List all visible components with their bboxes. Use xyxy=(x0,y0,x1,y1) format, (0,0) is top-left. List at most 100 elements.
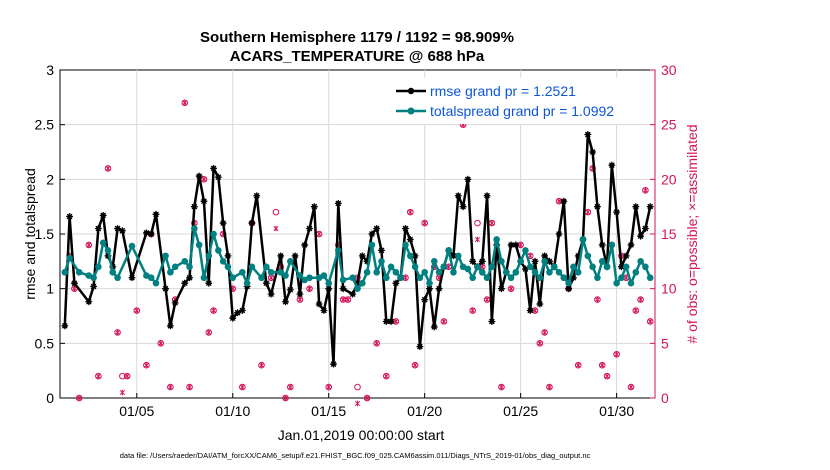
totalspread-point xyxy=(541,258,548,265)
chart-title-line2: ACARS_TEMPERATURE @ 688 hPa xyxy=(230,48,485,65)
rmse-point-asterisk xyxy=(248,219,256,227)
obs-assimilated-marker xyxy=(508,285,514,292)
obs-assimilated-marker xyxy=(441,318,447,325)
rmse-point-asterisk xyxy=(330,360,337,368)
obs-assimilated-marker xyxy=(273,225,279,232)
y-left-tick-label: 1 xyxy=(46,281,54,297)
rmse-point-asterisk xyxy=(541,252,549,260)
totalspread-point xyxy=(325,279,333,287)
rmse-point-asterisk xyxy=(646,203,654,211)
rmse-point-asterisk xyxy=(166,322,174,330)
totalspread-point xyxy=(387,263,395,271)
totalspread-point xyxy=(382,274,390,282)
rmse-point-asterisk xyxy=(224,252,232,260)
obs-assimilated-marker xyxy=(187,384,193,390)
rmse-point-asterisk xyxy=(469,257,477,265)
rmse-point-asterisk xyxy=(363,257,371,265)
obs-assimilated-marker xyxy=(470,307,476,314)
obs-assimilated-marker xyxy=(76,395,82,401)
obs-assimilated-marker xyxy=(345,296,351,303)
obs-assimilated-marker xyxy=(642,187,648,194)
totalspread-point xyxy=(474,263,481,271)
rmse-point-asterisk xyxy=(368,230,376,238)
obs-assimilated-marker xyxy=(268,274,274,281)
rmse-point-asterisk xyxy=(642,225,649,232)
obs-assimilated-marker xyxy=(623,274,629,281)
obs-markers xyxy=(66,99,654,407)
obs-assimilated-marker xyxy=(316,231,322,237)
legend-spread-label: totalspread grand pr = 1.0992 xyxy=(430,103,614,119)
rmse-point-asterisk xyxy=(531,257,539,265)
obs-assimilated-marker xyxy=(542,329,548,336)
rmse-point-asterisk xyxy=(61,322,69,330)
totalspread-point xyxy=(502,268,510,276)
totalspread-point xyxy=(258,274,265,282)
obs-assimilated-marker xyxy=(95,373,101,379)
totalspread-point xyxy=(565,279,572,287)
rmse-point-asterisk xyxy=(282,298,289,306)
rmse-point-asterisk xyxy=(618,263,625,271)
obs-possible-marker xyxy=(119,372,126,380)
totalspread-point xyxy=(627,279,635,287)
totalspread-point xyxy=(205,252,213,260)
obs-assimilated-marker xyxy=(402,274,409,281)
rmse-point-asterisk xyxy=(426,285,433,293)
totalspread-point xyxy=(550,263,558,271)
rmse-point-asterisk xyxy=(382,318,390,325)
rmse-point-asterisk xyxy=(565,285,573,293)
totalspread-point xyxy=(411,263,419,271)
x-tick-label: 01/25 xyxy=(503,403,538,419)
rmse-point-asterisk xyxy=(416,343,424,351)
totalspread-point xyxy=(450,268,457,276)
obs-assimilated-marker xyxy=(354,400,361,407)
obs-possible-marker xyxy=(474,219,481,227)
rmse-point-asterisk xyxy=(277,252,285,260)
totalspread-point xyxy=(579,236,587,243)
x-tick-label: 01/05 xyxy=(119,403,154,419)
totalspread-point xyxy=(147,274,155,282)
rmse-point-asterisk xyxy=(387,318,395,325)
totalspread-point xyxy=(493,236,500,243)
rmse-point-asterisk xyxy=(613,208,621,216)
totalspread-point xyxy=(181,258,189,265)
rmse-point-asterisk xyxy=(320,307,328,314)
rmse-point-asterisk xyxy=(373,225,381,232)
x-tick-label: 01/30 xyxy=(599,403,634,419)
x-axis-label: Jan.01,2019 00:00:00 start xyxy=(278,427,445,443)
y-axis-right-label: # of obs: o=possible; ×=assimilated xyxy=(684,124,700,343)
totalspread-point xyxy=(282,272,289,279)
obs-assimilated-marker xyxy=(647,318,653,325)
obs-assimilated-marker xyxy=(297,296,303,303)
y-left-tick-label: 0.5 xyxy=(35,335,55,351)
obs-assimilated-marker xyxy=(422,220,428,226)
rmse-point-asterisk xyxy=(358,252,366,260)
obs-assimilated-marker xyxy=(604,373,610,379)
rmse-point-asterisk xyxy=(200,197,208,205)
rmse-point-asterisk xyxy=(584,131,592,138)
rmse-point-asterisk xyxy=(214,173,222,181)
y-left-tick-label: 1.5 xyxy=(35,226,55,242)
obs-assimilated-marker xyxy=(393,318,399,325)
rmse-point-asterisk xyxy=(85,298,93,306)
obs-assimilated-marker xyxy=(134,307,140,314)
rmse-point-asterisk xyxy=(354,279,361,287)
rmse-point-asterisk xyxy=(560,197,568,205)
rmse-point-asterisk xyxy=(234,309,241,317)
rmse-point-asterisk xyxy=(229,314,237,322)
totalspread-point xyxy=(421,268,428,276)
rmse-point-asterisk xyxy=(483,192,491,200)
totalspread-point xyxy=(392,268,400,276)
obs-assimilated-marker xyxy=(383,373,389,379)
rmse-point-asterisk xyxy=(598,241,606,249)
rmse-point-asterisk xyxy=(589,148,597,156)
totalspread-point xyxy=(435,268,443,276)
rmse-point-asterisk xyxy=(306,225,313,232)
obs-assimilated-marker xyxy=(258,362,265,368)
obs-assimilated-marker xyxy=(124,373,130,379)
x-tick-label: 01/20 xyxy=(407,403,442,419)
obs-assimilated-marker xyxy=(518,242,524,248)
totalspread-point xyxy=(416,274,424,282)
y-right-tick-label: 10 xyxy=(661,281,677,297)
obs-assimilated-marker xyxy=(489,220,495,226)
